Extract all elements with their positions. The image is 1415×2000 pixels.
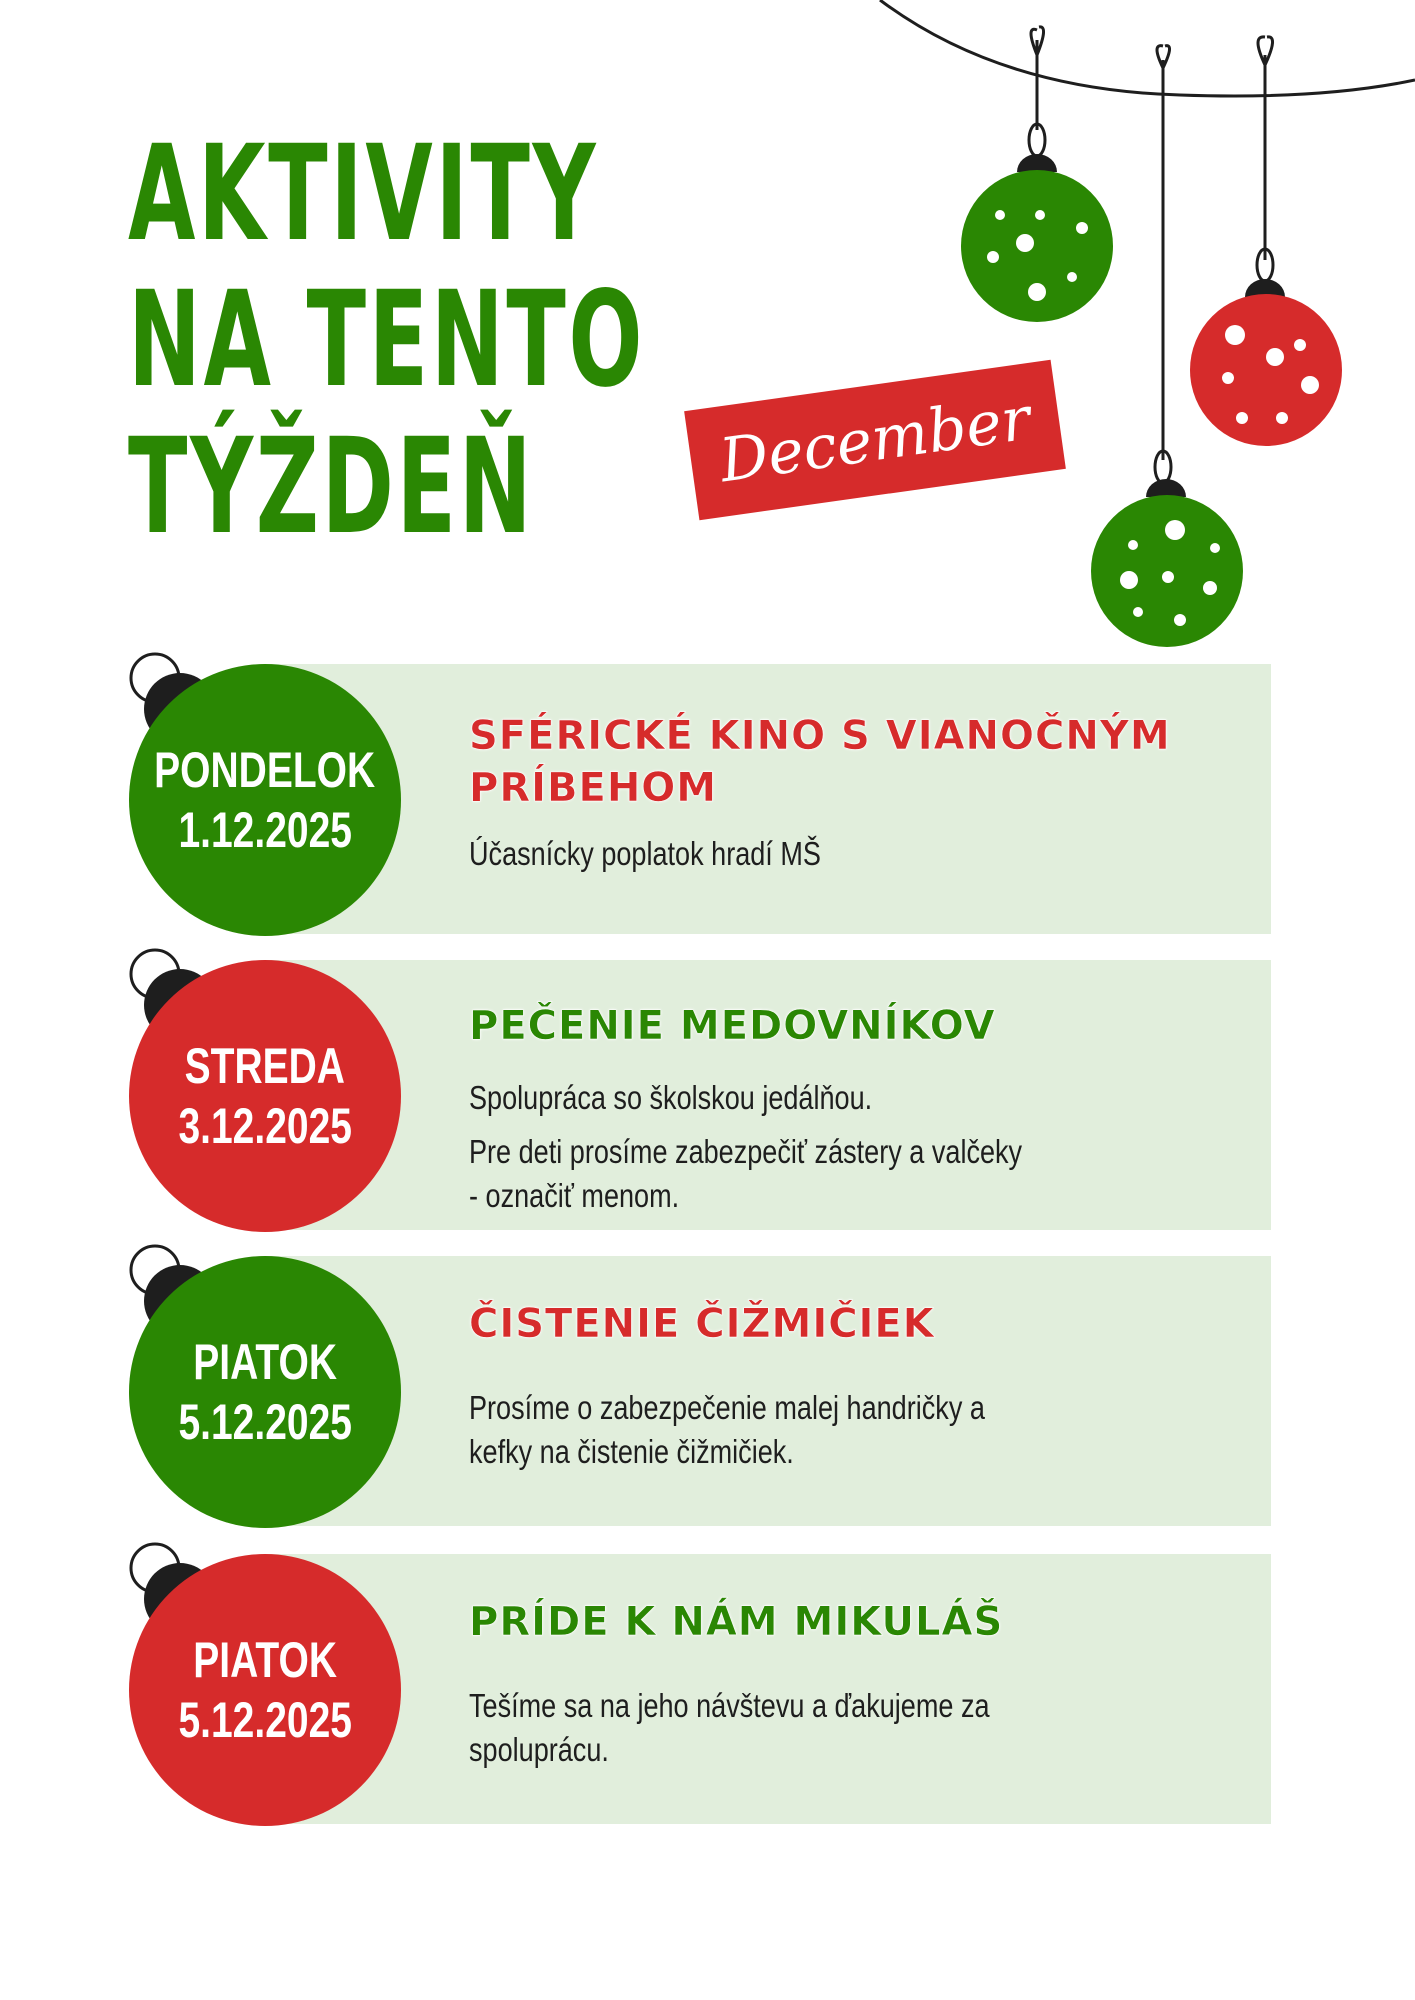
event-description: Tešíme sa na jeho návštevu a ďakujeme za… [469, 1684, 994, 1782]
event-day: PONDELOK [154, 742, 376, 798]
event-title: PRÍDE K NÁM MIKULÁŠ [469, 1599, 1004, 1646]
event-panel [261, 960, 1271, 1230]
event-date-badge: PIATOK 5.12.2025 [129, 1256, 401, 1528]
event-day: PIATOK [193, 1334, 337, 1390]
event-day: STREDA [184, 1038, 346, 1094]
event-panel [261, 1554, 1271, 1824]
event-description-line: Tešíme sa na jeho návštevu a ďakujeme za… [469, 1687, 990, 1768]
event-date: 5.12.2025 [178, 1692, 352, 1748]
event-title: ČISTENIE ČIŽMIČIEK [469, 1301, 935, 1348]
event-title: SFÉRICKÉ KINO S VIANOČNÝM PRÍBEHOM [469, 713, 1171, 812]
page-title-line-2: NA TENTO [128, 263, 646, 417]
event-date: 1.12.2025 [178, 802, 352, 858]
event-panel [261, 1256, 1271, 1526]
page-title-line-3: TÝŽDEŇ [128, 410, 535, 564]
event-description-line: Spolupráca so školskou jedálňou. [469, 1079, 873, 1116]
garland-string [879, 0, 1415, 98]
event-panel [261, 664, 1271, 934]
event-description: Účasnícky poplatok hradí MŠ [469, 832, 1248, 886]
event-date: 3.12.2025 [178, 1098, 352, 1154]
event-description: Prosíme o zabezpečenie malej handričky a… [469, 1386, 994, 1484]
event-description: Spolupráca so školskou jedálňou. Pre det… [469, 1076, 1027, 1228]
month-label: December [684, 359, 1066, 521]
event-date-badge: PIATOK 5.12.2025 [129, 1554, 401, 1826]
ornament-green-bottom [1091, 479, 1243, 647]
event-description-line: Účasnícky poplatok hradí MŠ [469, 835, 821, 872]
event-day: PIATOK [193, 1632, 337, 1688]
event-description-line: Prosíme o zabezpečenie malej handričky a… [469, 1389, 985, 1470]
page-title-line-1: AKTIVITY [128, 117, 599, 271]
event-description-line: Pre deti prosíme zabezpečiť zástery a va… [469, 1133, 1023, 1214]
event-date-badge: PONDELOK 1.12.2025 [129, 664, 401, 936]
event-title: PEČENIE MEDOVNÍKOV [469, 1003, 996, 1050]
event-date: 5.12.2025 [178, 1394, 352, 1450]
ornament-green-top [961, 154, 1113, 322]
ornament-red [1190, 279, 1342, 446]
event-date-badge: STREDA 3.12.2025 [129, 960, 401, 1232]
